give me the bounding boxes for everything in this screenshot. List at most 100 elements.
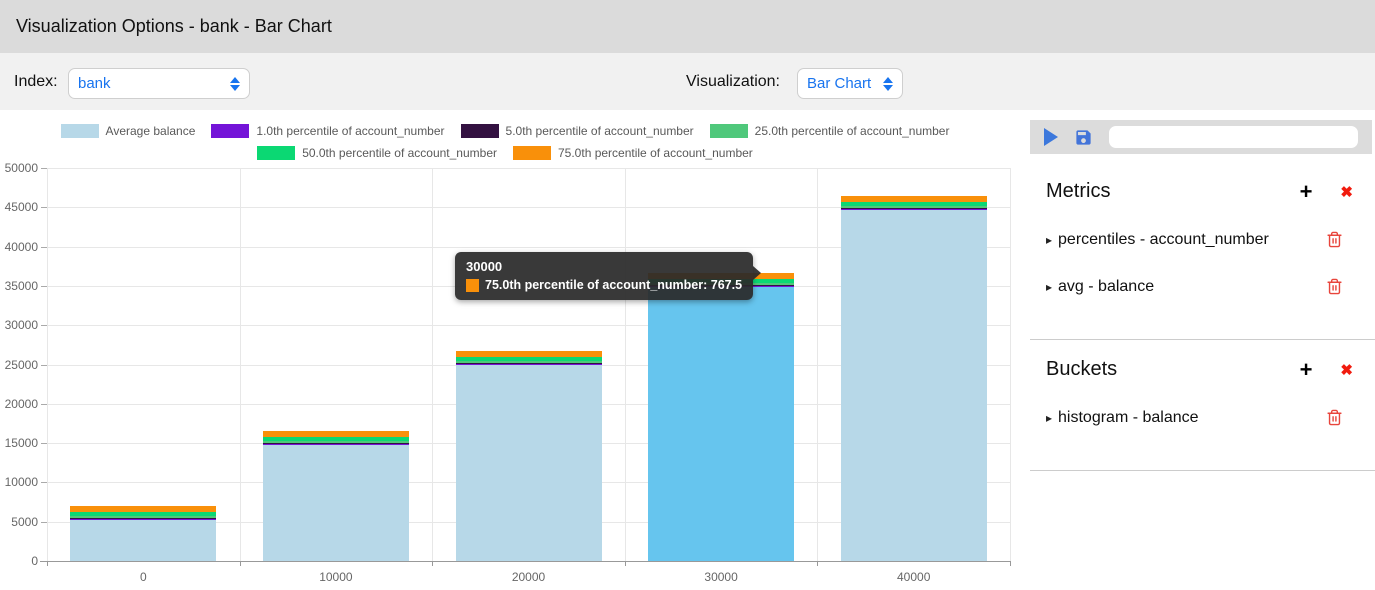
y-axis-tick [41, 285, 47, 287]
sidebar-sections: Metrics + ✖ ▸ percentiles - account_number ▸ a… [1030, 162, 1375, 471]
bar-segment[interactable] [840, 196, 987, 202]
sidebar-section-metrics: Metrics + ✖ ▸ percentiles - account_number ▸ a… [1030, 162, 1375, 340]
legend-item[interactable]: 50.0th percentile of account_number [257, 146, 497, 160]
sidebar-section-buckets: Buckets + ✖ ▸ histogram - balance [1030, 340, 1375, 471]
chart-legend-row: Average balance 1.0th percentile of accou… [0, 122, 1010, 140]
y-axis-tick [41, 207, 47, 209]
sidebar-toolbar [1030, 120, 1372, 154]
bar-segment[interactable] [455, 361, 602, 363]
bar-segment[interactable] [840, 210, 987, 561]
select-stepper-icon [883, 76, 893, 91]
caret-right-icon[interactable]: ▸ [1046, 410, 1053, 425]
legend-item[interactable]: 5.0th percentile of account_number [460, 124, 694, 138]
bar-segment[interactable] [70, 519, 217, 520]
bar-segment[interactable] [648, 287, 795, 561]
bar-segment[interactable] [262, 437, 409, 441]
bar-segment[interactable] [262, 444, 409, 445]
x-axis-tick [432, 561, 434, 566]
legend-swatch [709, 124, 748, 138]
legend-label: 75.0th percentile of account_number [558, 146, 753, 160]
trash-icon[interactable] [1326, 230, 1343, 249]
visualization-name-input[interactable] [1109, 126, 1358, 148]
legend-label: 50.0th percentile of account_number [302, 146, 497, 160]
aggregation-item[interactable]: ▸ avg - balance [1046, 276, 1375, 297]
apply-play-button[interactable] [1044, 128, 1058, 146]
y-axis-tick [41, 482, 47, 484]
bar-segment[interactable] [262, 431, 409, 437]
trash-icon[interactable] [1326, 277, 1343, 296]
y-axis-tick-label: 35000 [4, 278, 38, 293]
index-select[interactable]: bank [68, 68, 250, 99]
y-axis-tick [41, 521, 47, 523]
bar-segment[interactable] [840, 206, 987, 208]
chart-legend-row: 50.0th percentile of account_number 75.0t… [0, 144, 1010, 162]
x-axis-tick-label: 10000 [319, 570, 353, 584]
legend-item[interactable]: 75.0th percentile of account_number [513, 146, 753, 160]
gridline [47, 207, 1010, 209]
y-axis-tick-label: 25000 [4, 357, 38, 372]
bar-segment[interactable] [262, 443, 409, 444]
y-axis-tick [41, 246, 47, 248]
legend-label: Average balance [105, 124, 196, 138]
y-axis-tick-label: 30000 [4, 318, 38, 333]
caret-right-icon[interactable]: ▸ [1046, 232, 1053, 247]
tooltip-bucket-value: 30000 [466, 259, 503, 274]
save-icon[interactable] [1074, 128, 1093, 147]
x-axis-tick-label: 40000 [897, 570, 931, 584]
legend-item[interactable]: Average balance [60, 124, 196, 138]
index-label: Index: [14, 73, 58, 90]
section-title: Metrics [1046, 180, 1111, 202]
bar-segment[interactable] [455, 351, 602, 357]
bar-segment[interactable] [262, 445, 409, 561]
y-axis-tick-label: 50000 [4, 161, 38, 175]
legend-label: 1.0th percentile of account_number [256, 124, 445, 138]
bar-segment[interactable] [455, 364, 602, 365]
chart-plot-area: 0 5000 10000 15000 20000 25000 30000 35000 40000… [0, 110, 1030, 590]
bar-segment[interactable] [262, 441, 409, 443]
x-axis-line [40, 561, 1010, 562]
legend-item[interactable]: 1.0th percentile of account_number [211, 124, 445, 138]
gridline [47, 168, 1010, 169]
bar-segment[interactable] [70, 516, 217, 518]
bar-segment[interactable] [70, 506, 217, 512]
legend-swatch [513, 146, 551, 160]
bar-segment[interactable] [455, 365, 602, 561]
y-axis-tick-label: 0 [31, 554, 38, 568]
title-bar: Visualization Options - bank - Bar Chart [0, 0, 1375, 53]
aggregation-label: avg - balance [1058, 278, 1155, 295]
x-axis-tick [239, 561, 241, 566]
caret-right-icon[interactable]: ▸ [1046, 279, 1053, 294]
legend-label: 5.0th percentile of account_number [505, 124, 694, 138]
add-aggregation-icon[interactable]: + [1299, 356, 1313, 382]
controls-bar: Index: bank Visualization: Bar Chart [0, 53, 1375, 110]
add-aggregation-icon[interactable]: + [1299, 178, 1313, 204]
trash-icon[interactable] [1326, 408, 1343, 427]
legend-item[interactable]: 25.0th percentile of account_number [709, 124, 949, 138]
remove-section-icon[interactable]: ✖ [1340, 361, 1353, 379]
bar-segment[interactable] [70, 520, 217, 561]
bar-segment[interactable] [70, 518, 217, 519]
bar-segment[interactable] [840, 208, 987, 209]
bar-chart: Average balance 1.0th percentile of accou… [0, 110, 1030, 590]
bar-segment[interactable] [70, 512, 217, 516]
x-axis-tick-label: 30000 [704, 570, 738, 584]
y-axis-tick [41, 168, 47, 169]
visualization-select[interactable]: Bar Chart [797, 68, 903, 99]
y-axis-tick [41, 325, 47, 327]
gridline [1010, 168, 1011, 561]
legend-swatch [257, 146, 296, 160]
y-axis-tick-label: 45000 [4, 200, 38, 215]
y-axis-tick [41, 403, 47, 405]
bar-segment[interactable] [455, 363, 602, 364]
aggregation-sidebar: Metrics + ✖ ▸ percentiles - account_number ▸ a… [1030, 110, 1375, 590]
remove-section-icon[interactable]: ✖ [1340, 183, 1353, 201]
aggregation-item[interactable]: ▸ percentiles - account_number [1046, 229, 1375, 250]
tooltip-series-value: 75.0th percentile of account_number: 767… [485, 278, 743, 292]
gridline [624, 168, 626, 561]
y-axis-tick [41, 364, 47, 366]
bar-segment[interactable] [840, 202, 987, 206]
bar-segment[interactable] [840, 209, 987, 210]
select-stepper-icon [230, 76, 240, 91]
bar-segment[interactable] [455, 357, 602, 361]
aggregation-item[interactable]: ▸ histogram - balance [1046, 407, 1375, 428]
